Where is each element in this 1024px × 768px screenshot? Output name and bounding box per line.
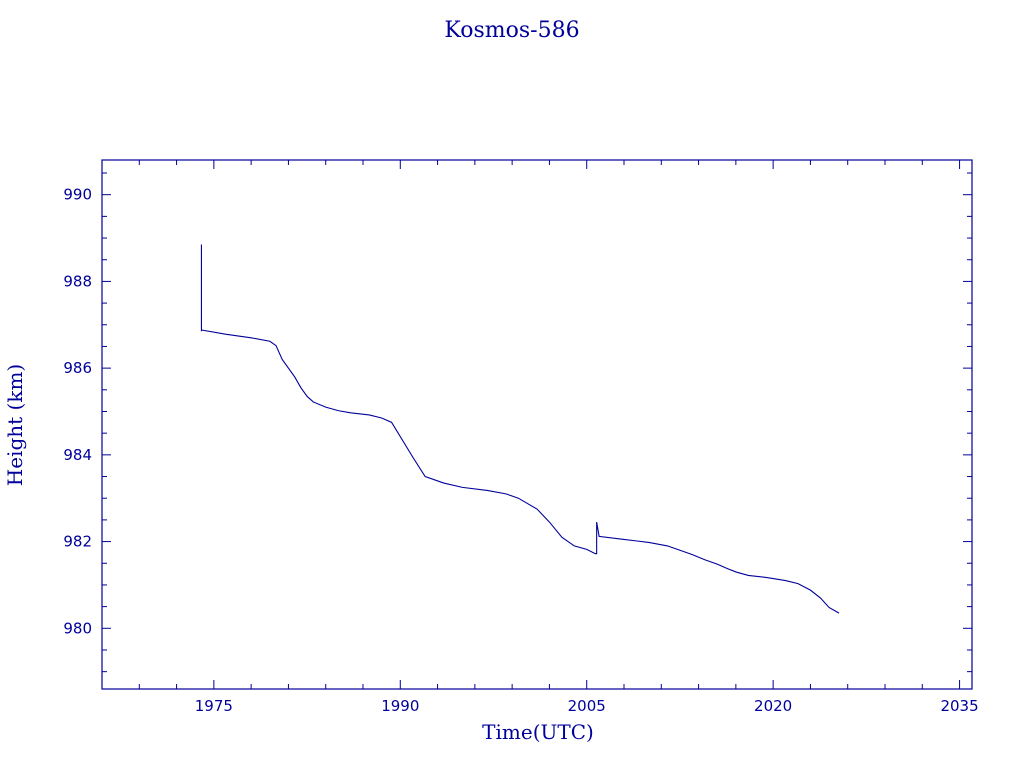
x-axis-label: Time(UTC) (482, 720, 594, 744)
y-tick-label: 982 (63, 533, 92, 551)
x-tick-label: 2005 (568, 697, 606, 715)
series-group (200, 244, 840, 614)
y-tick-label: 980 (63, 619, 92, 637)
x-tick-label: 1990 (381, 697, 419, 715)
y-tick-label: 984 (63, 446, 92, 464)
y-tick-label: 986 (63, 359, 92, 377)
series-line (200, 244, 840, 614)
axis-ticks (102, 160, 972, 689)
y-tick-label: 988 (63, 272, 92, 290)
y-axis-label: Height (km) (3, 364, 27, 486)
tick-labels: 1975 1990 2005 2020 2035 980 982 984 986 988 990 (63, 186, 978, 715)
y-tick-label: 990 (63, 186, 92, 204)
x-tick-label: 2035 (940, 697, 978, 715)
plot-frame (101, 159, 973, 690)
x-tick-label: 1975 (195, 697, 233, 715)
x-tick-label: 2020 (754, 697, 792, 715)
chart-title: Kosmos-586 (444, 18, 579, 43)
